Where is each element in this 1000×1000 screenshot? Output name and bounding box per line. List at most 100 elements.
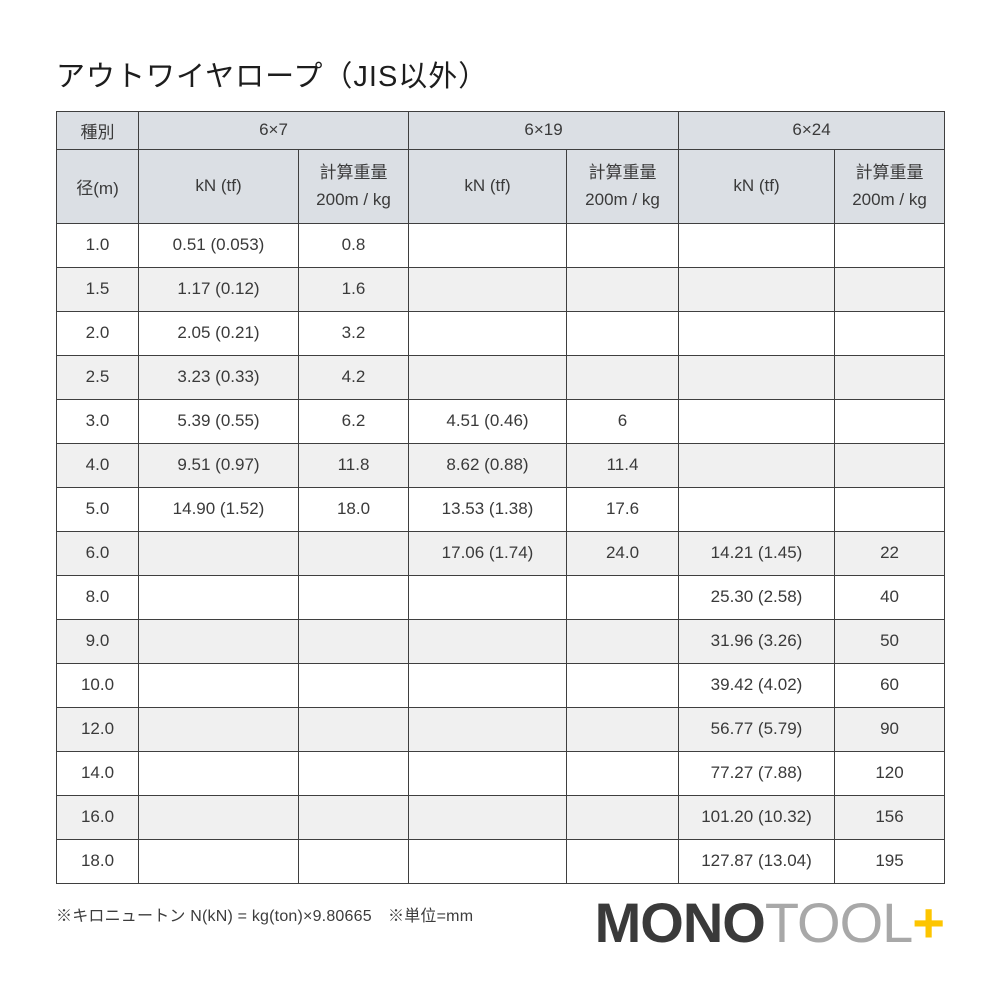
weight-6x24-cell (834, 354, 946, 400)
footnote: ※キロニュートン N(kN) = kg(ton)×9.80665 ※単位=mm (56, 907, 474, 925)
weight-6x19-cell (565, 662, 680, 708)
weight-6x7-cell (298, 750, 409, 796)
weight-6x19-cell (565, 574, 680, 620)
weight-6x19-cell (565, 222, 680, 268)
kn-6x7-cell: 2.05 (0.21) (138, 310, 299, 356)
kn-6x19-cell (408, 750, 567, 796)
weight-6x19-cell: 17.6 (565, 486, 680, 532)
footer: ※キロニュートン N(kN) = kg(ton)×9.80665 ※単位=mm … (56, 890, 945, 954)
kn-6x24-cell (678, 354, 836, 400)
diameter-cell: 5.0 (56, 486, 139, 532)
kn-6x24-cell: 14.21 (1.45) (678, 530, 836, 576)
diameter-cell: 8.0 (56, 574, 139, 620)
weight-6x24-cell: 60 (834, 662, 946, 708)
kn-header-6x24: kN (tf) (678, 148, 836, 224)
weight-header-line1: 計算重量 (588, 163, 657, 183)
kn-6x19-cell: 13.53 (1.38) (408, 486, 567, 532)
diameter-cell: 16.0 (56, 794, 139, 840)
kn-6x7-cell: 3.23 (0.33) (138, 354, 299, 400)
weight-6x24-cell: 195 (834, 838, 946, 884)
kn-6x7-cell (138, 750, 299, 796)
kn-6x19-cell (408, 662, 567, 708)
kn-6x19-cell: 17.06 (1.74) (408, 530, 567, 576)
diameter-header-cell: 径(m) (56, 148, 139, 224)
weight-6x19-cell (565, 838, 680, 884)
kn-6x24-cell: 127.87 (13.04) (678, 838, 836, 884)
kn-6x24-cell (678, 442, 836, 488)
logo-text-tool: TOOL (764, 890, 913, 954)
table-row: 2.5 3.23 (0.33) 4.2 (56, 354, 946, 400)
weight-6x7-cell: 4.2 (298, 354, 409, 400)
page-title: アウトワイヤロープ（JIS以外） (56, 61, 489, 93)
kn-6x19-cell (408, 618, 567, 664)
kn-6x19-cell (408, 354, 567, 400)
weight-6x24-cell: 156 (834, 794, 946, 840)
weight-6x24-cell (834, 486, 946, 532)
kn-6x7-cell (138, 794, 299, 840)
table-row: 6.0 17.06 (1.74) 24.0 14.21 (1.45) 22 (56, 530, 946, 576)
kn-6x7-cell (138, 662, 299, 708)
kn-6x19-cell (408, 222, 567, 268)
weight-6x24-cell (834, 442, 946, 488)
table-row: 2.0 2.05 (0.21) 3.2 (56, 310, 946, 356)
weight-6x19-cell (565, 794, 680, 840)
table-row: 5.0 14.90 (1.52) 18.0 13.53 (1.38) 17.6 (56, 486, 946, 532)
kn-header-6x19: kN (tf) (408, 148, 567, 224)
kn-6x19-cell (408, 838, 567, 884)
weight-6x19-cell (565, 266, 680, 312)
weight-6x7-cell: 18.0 (298, 486, 409, 532)
type-header-cell: 種別 (56, 110, 139, 150)
weight-6x24-cell (834, 398, 946, 444)
weight-6x24-cell: 120 (834, 750, 946, 796)
kn-6x7-cell (138, 618, 299, 664)
table-row: 1.0 0.51 (0.053) 0.8 (56, 222, 946, 268)
logo-plus-icon: + (912, 890, 945, 954)
kn-header-6x7: kN (tf) (138, 148, 299, 224)
wire-rope-spec-table: 種別 6×7 6×19 6×24 径(m) kN (tf) 計算重量 200m … (56, 110, 946, 884)
kn-6x24-cell: 101.20 (10.32) (678, 794, 836, 840)
group-header-6x7: 6×7 (138, 110, 409, 150)
kn-6x7-cell: 14.90 (1.52) (138, 486, 299, 532)
kn-6x24-cell: 39.42 (4.02) (678, 662, 836, 708)
header-group-row: 種別 6×7 6×19 6×24 (56, 110, 946, 150)
kn-6x24-cell: 56.77 (5.79) (678, 706, 836, 752)
table-row: 12.0 56.77 (5.79) 90 (56, 706, 946, 752)
table-row: 18.0 127.87 (13.04) 195 (56, 838, 946, 884)
table-row: 8.0 25.30 (2.58) 40 (56, 574, 946, 620)
kn-6x19-cell (408, 266, 567, 312)
diameter-cell: 2.0 (56, 310, 139, 356)
weight-header-line2: 200m / kg (585, 190, 660, 210)
kn-6x24-cell (678, 310, 836, 356)
diameter-cell: 1.0 (56, 222, 139, 268)
weight-6x7-cell (298, 662, 409, 708)
weight-6x19-cell (565, 354, 680, 400)
weight-6x7-cell: 11.8 (298, 442, 409, 488)
kn-6x7-cell (138, 574, 299, 620)
kn-6x7-cell (138, 838, 299, 884)
group-header-6x19: 6×19 (407, 110, 680, 150)
kn-6x24-cell (678, 398, 836, 444)
weight-header-line2: 200m / kg (316, 190, 391, 210)
weight-6x7-cell: 1.6 (298, 266, 409, 312)
diameter-cell: 18.0 (56, 838, 139, 884)
weight-6x7-cell (298, 618, 409, 664)
diameter-cell: 4.0 (56, 442, 139, 488)
weight-6x24-cell: 22 (834, 530, 946, 576)
kn-6x24-cell (678, 486, 836, 532)
weight-6x24-cell (834, 310, 946, 356)
weight-6x7-cell (298, 706, 409, 752)
weight-6x19-cell (565, 706, 680, 752)
diameter-cell: 3.0 (56, 398, 139, 444)
weight-6x24-cell: 40 (834, 574, 946, 620)
table-row: 10.0 39.42 (4.02) 60 (56, 662, 946, 708)
kn-6x24-cell (678, 266, 836, 312)
group-header-6x24: 6×24 (678, 110, 946, 150)
diameter-cell: 10.0 (56, 662, 139, 708)
table-row: 1.5 1.17 (0.12) 1.6 (56, 266, 946, 312)
weight-header-line2: 200m / kg (852, 190, 927, 210)
table-row: 9.0 31.96 (3.26) 50 (56, 618, 946, 664)
kn-6x19-cell (408, 310, 567, 356)
weight-header-line1: 計算重量 (319, 163, 388, 183)
weight-6x7-cell: 3.2 (298, 310, 409, 356)
